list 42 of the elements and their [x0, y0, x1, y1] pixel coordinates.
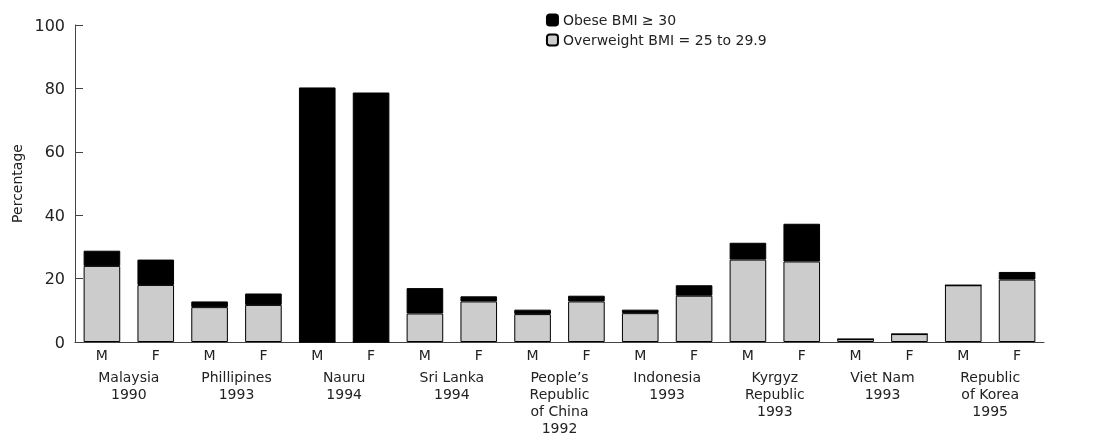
- x-tick-label: M: [95, 347, 108, 363]
- y-tick-label: 80: [44, 78, 65, 98]
- x-tick-label: M: [418, 347, 431, 363]
- text: Malaysia 1990: [98, 368, 160, 402]
- text: Viet Nam 1993: [850, 368, 915, 402]
- bar: [944, 285, 982, 342]
- y-tick-label: 20: [44, 269, 65, 289]
- x-tick-label: M: [203, 347, 216, 363]
- text: People’s Republic of China 1992: [529, 368, 590, 436]
- x-tick-label: F: [259, 347, 268, 363]
- bar: [514, 314, 551, 342]
- text: Sri Lanka 1994: [419, 368, 485, 402]
- x-tick-label: F: [151, 347, 160, 363]
- x-tick-label: M: [634, 347, 647, 363]
- bar: [298, 87, 336, 342]
- x-tick-label: M: [526, 347, 539, 363]
- x-tick-label: F: [367, 347, 376, 363]
- legend-label: Obese BMI ≥ 30: [562, 12, 677, 28]
- x-tick-label: F: [905, 347, 914, 363]
- legend-label: Overweight BMI = 25 to 29.9: [562, 32, 767, 48]
- x-tick-label: F: [474, 347, 483, 363]
- x-tick-label: F: [690, 347, 699, 363]
- bar: [621, 313, 659, 342]
- x-tick-label: M: [957, 347, 970, 363]
- y-tick-label: 0: [54, 332, 65, 352]
- text: Phillipines 1993: [201, 368, 272, 402]
- bar: [352, 92, 390, 342]
- text: Kyrgyz Republic 1993: [744, 368, 805, 419]
- x-tick-label: M: [741, 347, 754, 363]
- x-tick-label: F: [582, 347, 591, 363]
- y-tick-label: 100: [34, 15, 65, 35]
- y-tick-label: 60: [44, 142, 65, 162]
- bar: [891, 334, 928, 342]
- x-tick-label: F: [1013, 347, 1022, 363]
- y-tick-label: 40: [44, 205, 65, 225]
- text: Republic of Korea 1995: [960, 368, 1021, 419]
- x-tick-label: F: [797, 347, 806, 363]
- text: Indonesia 1993: [633, 368, 702, 402]
- x-tick-label: M: [311, 347, 324, 363]
- x-tick-label: M: [849, 347, 862, 363]
- y-axis-title: Percentage: [8, 144, 25, 223]
- text: Nauru 1994: [322, 368, 366, 402]
